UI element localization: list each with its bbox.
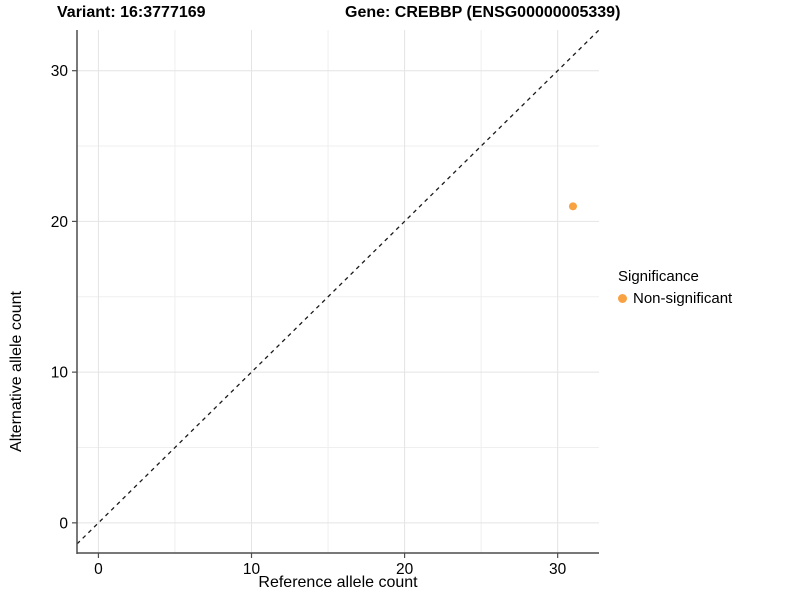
variant-title: Variant: 16:3777169 [57, 4, 206, 21]
x-axis-tick-label: 30 [549, 561, 567, 578]
y-axis-tick-label: 0 [59, 515, 68, 532]
y-axis-tick-label: 30 [51, 63, 69, 80]
legend: Significance Non-significant [618, 268, 732, 307]
legend-point-swatch-icon [618, 294, 627, 303]
legend-title: Significance [618, 268, 699, 285]
legend-item: Non-significant [618, 290, 732, 307]
x-axis-title: Reference allele count [258, 574, 418, 591]
identity-dashed-line [76, 29, 600, 545]
data-point [568, 202, 577, 211]
x-axis-tick-label: 10 [243, 561, 261, 578]
x-axis-tick-label: 20 [396, 561, 414, 578]
legend-item-label: Non-significant [633, 290, 733, 307]
x-axis-tick-label: 0 [94, 561, 103, 578]
y-axis-tick-label: 10 [51, 365, 69, 382]
gene-title: Gene: CREBBP (ENSG00000005339) [345, 4, 621, 21]
y-axis-tick-label: 20 [51, 214, 69, 231]
